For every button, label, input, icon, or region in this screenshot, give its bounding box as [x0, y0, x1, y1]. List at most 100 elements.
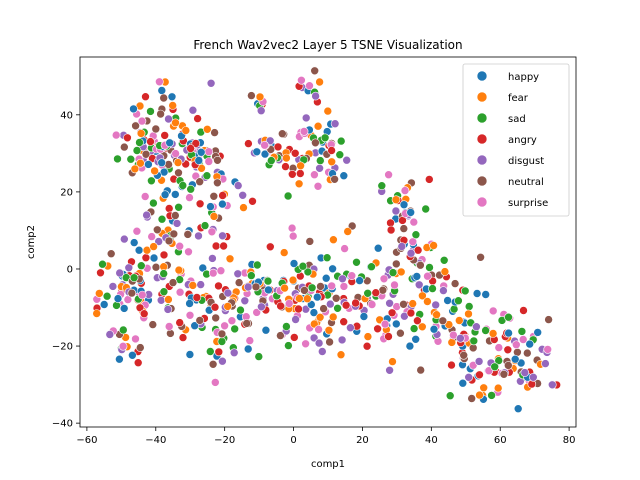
point-surprise [494, 343, 504, 352]
point-surprise [408, 237, 418, 247]
point-happy [134, 245, 144, 255]
point-sad [352, 257, 361, 267]
point-angry [281, 162, 290, 171]
point-happy [128, 350, 137, 360]
point-happy [533, 328, 543, 337]
point-surprise [132, 226, 142, 236]
point-happy [185, 299, 194, 308]
legend-label-happy: happy [508, 72, 539, 83]
point-fear [130, 164, 140, 174]
point-happy [312, 292, 322, 302]
x-tick-label: 20 [356, 435, 369, 446]
point-neutral [459, 350, 469, 360]
point-surprise [400, 186, 410, 195]
point-angry [214, 347, 224, 357]
y-axis-label: comp2 [26, 225, 37, 259]
point-fear [225, 254, 235, 264]
point-fear [239, 203, 248, 212]
point-happy [129, 238, 139, 247]
point-sad [367, 262, 376, 272]
point-disgust [325, 299, 335, 309]
point-surprise [297, 76, 306, 85]
point-sad [230, 324, 239, 334]
point-fear [188, 281, 198, 290]
point-fear [282, 153, 291, 163]
point-disgust [206, 79, 216, 88]
point-surprise [118, 341, 128, 351]
point-surprise [310, 170, 319, 179]
point-fear [336, 350, 346, 360]
point-angry [265, 242, 275, 252]
point-angry [210, 302, 220, 312]
point-sad [284, 341, 293, 350]
point-angry [195, 199, 205, 209]
point-surprise [208, 268, 218, 278]
point-sad [266, 156, 276, 165]
point-neutral [416, 260, 425, 270]
point-disgust [337, 335, 347, 345]
point-happy [167, 92, 177, 102]
point-happy [405, 341, 415, 351]
point-surprise [204, 157, 214, 166]
point-neutral [438, 316, 448, 326]
legend-label-fear: fear [508, 93, 529, 104]
point-angry [387, 308, 397, 318]
point-neutral [213, 156, 222, 165]
point-happy [373, 243, 383, 253]
point-happy [504, 328, 513, 338]
point-happy [144, 160, 153, 169]
point-angry [447, 360, 456, 370]
point-sad [320, 133, 330, 143]
point-sad [137, 261, 146, 271]
point-sad [428, 284, 437, 293]
point-disgust [142, 210, 151, 220]
point-neutral [106, 249, 116, 258]
point-surprise [380, 319, 390, 329]
point-disgust [208, 254, 217, 263]
point-fear [203, 125, 212, 134]
point-surprise [260, 140, 269, 150]
point-happy [328, 264, 337, 274]
point-happy [190, 321, 199, 331]
point-fear [408, 299, 418, 308]
plot-frame [79, 56, 577, 428]
point-fear [255, 92, 265, 102]
point-fear [315, 77, 324, 87]
point-disgust [338, 274, 347, 284]
point-angry [413, 316, 422, 326]
point-happy [429, 324, 439, 334]
point-fear [136, 129, 146, 138]
point-surprise [204, 147, 214, 156]
point-disgust [342, 155, 352, 165]
point-surprise [147, 232, 156, 241]
point-happy [260, 149, 270, 159]
point-sad [363, 288, 373, 298]
point-neutral [247, 91, 256, 100]
point-neutral [209, 192, 219, 201]
point-disgust [472, 322, 481, 332]
point-angry [164, 204, 174, 213]
point-sad [333, 303, 342, 313]
point-fear [493, 383, 503, 393]
point-disgust [291, 315, 300, 324]
point-disgust [315, 164, 324, 173]
legend-marker-disgust [476, 154, 488, 166]
legend-label-angry: angry [508, 135, 537, 146]
point-sad [377, 181, 387, 190]
point-sad [411, 230, 421, 239]
point-sad [454, 296, 463, 306]
legend-frame [462, 63, 570, 217]
point-angry [339, 317, 349, 327]
point-disgust [218, 356, 227, 366]
point-sad [283, 191, 293, 201]
point-angry [192, 293, 202, 302]
point-neutral [234, 278, 244, 287]
point-angry [175, 318, 184, 327]
point-happy [472, 289, 482, 298]
point-disgust [154, 237, 163, 246]
point-neutral [195, 177, 204, 186]
point-happy [113, 294, 123, 303]
point-sad [490, 362, 500, 372]
point-disgust [314, 338, 324, 348]
